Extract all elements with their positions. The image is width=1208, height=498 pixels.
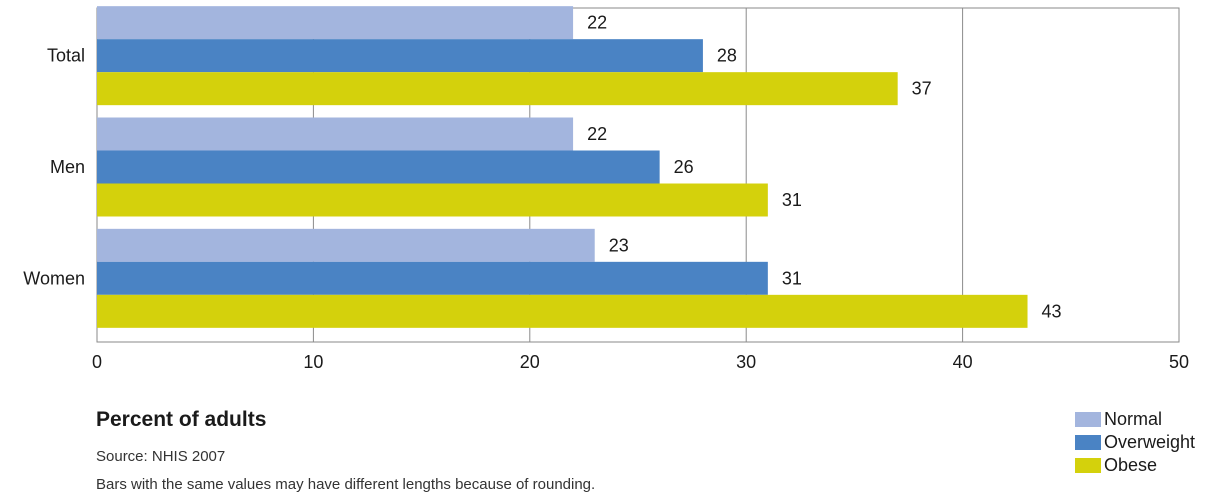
data-label-total-obese: 37: [912, 79, 932, 99]
legend-label-overweight: Overweight: [1104, 432, 1196, 452]
rounding-note: Bars with the same values may have diffe…: [96, 476, 596, 493]
legend-label-normal: Normal: [1104, 409, 1163, 429]
bar-total-overweight: [97, 39, 703, 73]
data-label-total-overweight: 28: [717, 46, 737, 66]
bar-women-overweight: [97, 261, 768, 295]
legend-item-normal: Normal: [1075, 408, 1195, 431]
x-tick-label-10: 10: [303, 352, 323, 372]
x-tick-label-30: 30: [736, 352, 756, 372]
data-label-men-overweight: 26: [674, 157, 694, 177]
x-tick-label-40: 40: [953, 352, 973, 372]
x-tick-label-50: 50: [1169, 352, 1189, 372]
legend-label-obese: Obese: [1104, 455, 1158, 475]
bar-total-normal: [97, 6, 574, 40]
legend: Normal Overweight Obese: [1075, 408, 1195, 477]
legend-item-obese: Obese: [1075, 454, 1195, 477]
legend-item-overweight: Overweight: [1075, 431, 1195, 454]
bar-total-obese: [97, 72, 898, 106]
category-label-men: Men: [50, 157, 85, 177]
category-label-total: Total: [47, 46, 85, 66]
data-label-men-normal: 22: [587, 124, 607, 144]
data-label-women-overweight: 31: [782, 268, 802, 288]
data-label-women-obese: 43: [1042, 301, 1062, 321]
x-tick-label-20: 20: [520, 352, 540, 372]
bar-chart: 0 10 20 30 40 50 Total 22 28 37 Men 22 26 31 Women 23 31…: [23, 6, 1189, 372]
data-label-total-normal: 22: [587, 13, 607, 33]
legend-swatch-obese: [1075, 458, 1101, 473]
x-tick-label-0: 0: [92, 352, 102, 372]
legend-swatch-overweight: [1075, 435, 1101, 450]
bar-men-obese: [97, 183, 768, 217]
category-label-women: Women: [23, 268, 85, 288]
data-label-men-obese: 31: [782, 190, 802, 210]
legend-swatch-normal: [1075, 412, 1101, 427]
bar-women-obese: [97, 294, 1028, 328]
bar-men-normal: [97, 117, 574, 151]
bar-men-overweight: [97, 150, 660, 184]
data-label-women-normal: 23: [609, 235, 629, 255]
bar-women-normal: [97, 228, 595, 262]
source-note: Source: NHIS 2007: [96, 448, 226, 465]
x-axis-title: Percent of adults: [96, 408, 267, 431]
